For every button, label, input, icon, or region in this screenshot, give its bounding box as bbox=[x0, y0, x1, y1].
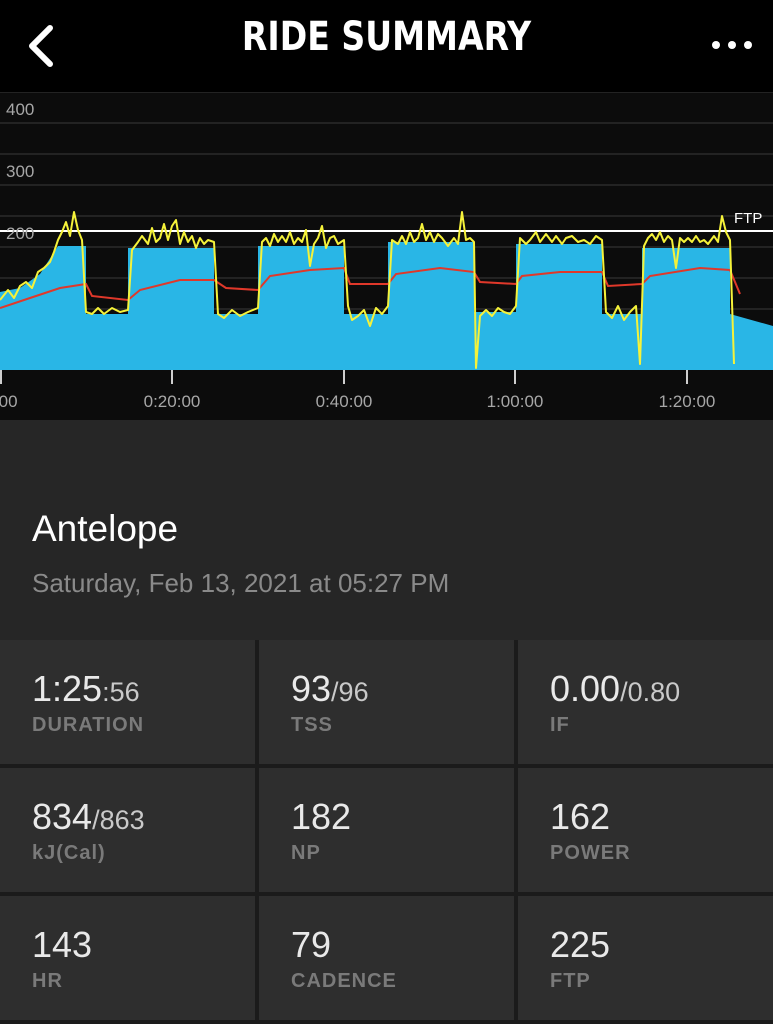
stat-value: 79 bbox=[291, 924, 332, 965]
stat-np: 182 NP bbox=[259, 768, 514, 892]
stat-kj: 834/863 kJ(Cal) bbox=[0, 768, 255, 892]
x-tick-label: 0:20:00 bbox=[143, 392, 201, 411]
ride-info: Antelope Saturday, Feb 13, 2021 at 05:27… bbox=[0, 420, 773, 640]
stat-label: HR bbox=[32, 970, 63, 992]
stat-value: 143 bbox=[32, 924, 93, 965]
stat-label: TSS bbox=[291, 714, 333, 736]
stat-value: 1:25:56 bbox=[32, 668, 140, 709]
power-line bbox=[0, 211, 735, 369]
page-title: RIDE SUMMARY bbox=[241, 14, 532, 60]
ride-date: Saturday, Feb 13, 2021 at 05:27 PM bbox=[32, 568, 450, 598]
stat-label: FTP bbox=[550, 970, 591, 992]
heart-rate-line bbox=[0, 266, 741, 309]
y-tick-label: 200 bbox=[6, 224, 35, 243]
stat-value: 834/863 bbox=[32, 796, 145, 837]
stats-grid: 1:25:56 DURATION 93/96 TSS 0.00/0.80 IF … bbox=[0, 640, 773, 1024]
top-bar: RIDE SUMMARY bbox=[0, 0, 773, 92]
y-tick-label: 300 bbox=[6, 162, 35, 181]
x-tick-label: 1:20:00 bbox=[658, 392, 716, 411]
x-tick-label: 0:40:00 bbox=[315, 392, 373, 411]
stat-power: 162 POWER bbox=[518, 768, 773, 892]
stat-label: NP bbox=[291, 842, 321, 864]
x-tick-label: 1:00:00 bbox=[486, 392, 544, 411]
stat-cadence: 79 CADENCE bbox=[259, 896, 514, 1020]
x-tick-label: 0:00 bbox=[0, 392, 18, 411]
stat-hr: 143 HR bbox=[0, 896, 255, 1020]
y-tick-label: 400 bbox=[6, 100, 35, 119]
stat-value: 0.00/0.80 bbox=[550, 668, 681, 709]
stat-label: POWER bbox=[550, 842, 631, 864]
stat-value: 225 bbox=[550, 924, 611, 965]
stat-value: 162 bbox=[550, 796, 611, 837]
stat-value: 182 bbox=[291, 796, 352, 837]
stat-duration: 1:25:56 DURATION bbox=[0, 640, 255, 764]
stat-label: kJ(Cal) bbox=[32, 842, 106, 864]
stat-label: IF bbox=[550, 714, 570, 736]
ftp-line-label: FTP bbox=[734, 210, 763, 227]
more-button[interactable] bbox=[709, 30, 755, 60]
stat-value: 93/96 bbox=[291, 668, 369, 709]
back-button[interactable] bbox=[22, 22, 66, 70]
ride-name: Antelope bbox=[32, 508, 179, 549]
target-power-area bbox=[0, 242, 773, 370]
stat-label: CADENCE bbox=[291, 970, 397, 992]
stat-if: 0.00/0.80 IF bbox=[518, 640, 773, 764]
stat-label: DURATION bbox=[32, 714, 145, 736]
workout-chart[interactable]: 400 300 200 FTP 0:00 0:20:00 0:40:00 1:0… bbox=[0, 92, 773, 420]
more-dots-icon bbox=[712, 41, 752, 49]
x-axis-ticks bbox=[0, 370, 688, 384]
stat-tss: 93/96 TSS bbox=[259, 640, 514, 764]
stat-ftp: 225 FTP bbox=[518, 896, 773, 1020]
chevron-left-icon bbox=[29, 25, 53, 67]
